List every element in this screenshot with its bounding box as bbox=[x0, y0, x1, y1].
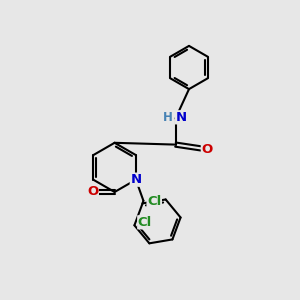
Text: O: O bbox=[87, 185, 98, 198]
Text: N: N bbox=[130, 173, 142, 186]
Text: Cl: Cl bbox=[147, 195, 161, 208]
Text: H: H bbox=[163, 111, 173, 124]
Text: O: O bbox=[201, 142, 213, 156]
Text: Cl: Cl bbox=[138, 216, 152, 229]
Text: N: N bbox=[175, 111, 187, 124]
